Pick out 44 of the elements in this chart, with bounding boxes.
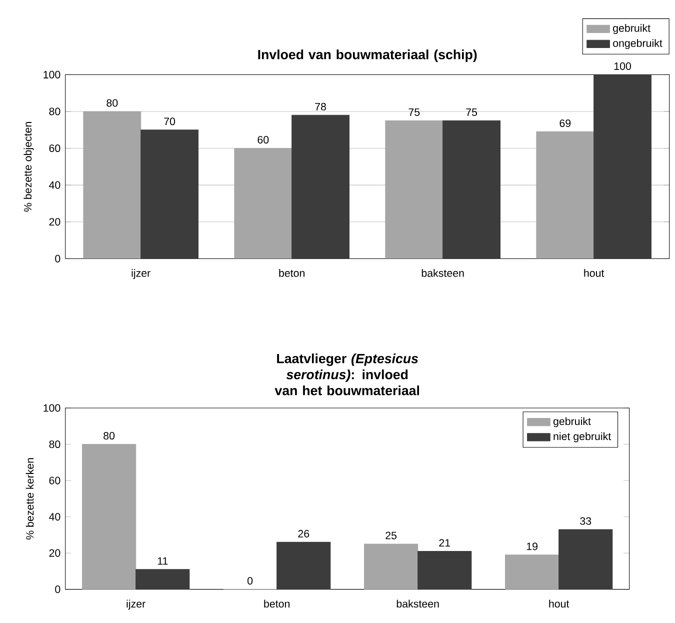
legend-label: gebruikt [553, 417, 591, 428]
chart-title: Laatvlieger (Eptesicus serotinus): invloed van het bouwmateriaal [274, 353, 419, 396]
y-tick-label: 20 [49, 549, 60, 557]
data-label: 78 [315, 102, 326, 110]
y-tick-label: 0 [55, 254, 60, 262]
data-label: 60 [258, 136, 269, 144]
data-label: 80 [106, 99, 118, 107]
data-label: 11 [158, 557, 168, 565]
y-tick-label: 80 [49, 108, 60, 116]
y-tick-label: 60 [49, 476, 60, 484]
y-axis-title: % bezette objecten [24, 122, 34, 212]
data-label: 33 [580, 517, 592, 525]
data-label: 21 [439, 539, 450, 547]
x-tick-label: beton [264, 600, 290, 608]
legend-label: niet gebruikt [554, 432, 612, 442]
x-tick-label: hout [549, 600, 570, 608]
y-tick-label: 40 [49, 513, 60, 521]
x-tick-label: ijzer [132, 269, 150, 280]
data-label: 100 [614, 62, 632, 70]
y-tick-label: 80 [49, 440, 60, 448]
x-tick-label: baksteen [396, 600, 439, 608]
data-label: 70 [164, 118, 176, 126]
y-tick-label: 20 [49, 218, 60, 226]
x-tick-label: beton [279, 269, 304, 277]
x-tick-label: baksteen [422, 269, 464, 277]
data-label: 26 [298, 530, 310, 538]
x-tick-label: hout [584, 269, 604, 277]
data-label: 19 [526, 542, 538, 550]
y-tick-label: 0 [55, 586, 60, 594]
y-tick-label: 100 [44, 404, 60, 412]
data-label: 69 [560, 119, 571, 127]
legend-label: gebruikt [613, 24, 650, 34]
y-tick-label: 60 [49, 144, 60, 152]
data-label: 75 [408, 108, 420, 116]
data-label: 75 [466, 108, 477, 116]
data-label: 0 [248, 577, 253, 585]
legend-label: ongebruikt [613, 39, 662, 50]
x-tick-label: ijzer [126, 600, 146, 610]
data-label: 80 [104, 432, 115, 440]
y-axis-title: % bezette kerken [26, 458, 34, 540]
y-tick-label: 100 [44, 70, 60, 78]
y-tick-label: 40 [49, 181, 60, 189]
data-label: 25 [386, 532, 397, 540]
chart-title: Invloed van bouwmateriaal (schip) [258, 50, 477, 62]
